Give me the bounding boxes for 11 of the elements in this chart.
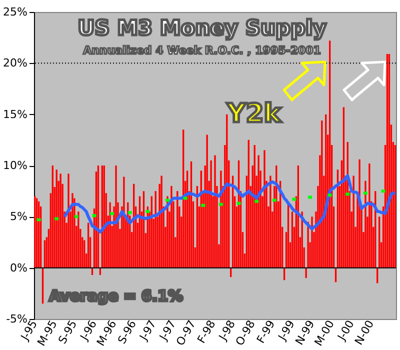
y-tick-label: 5% (10, 210, 28, 224)
y-tick-label: 20% (3, 56, 28, 70)
y-tick-label: 25% (3, 6, 28, 18)
annotation: Average = 6.1% (48, 287, 184, 305)
y-tick-label: 15% (3, 108, 28, 121)
chart-title: US M3 Money Supply (78, 16, 327, 40)
annotation: Y2k (226, 99, 282, 129)
y-tick-label: -5% (6, 312, 28, 326)
y-tick-label: 0% (10, 261, 28, 274)
text: Annualized 4 Week R.O.C. , 1995-2001 (83, 44, 321, 57)
y-tick-label: 10% (3, 159, 28, 172)
